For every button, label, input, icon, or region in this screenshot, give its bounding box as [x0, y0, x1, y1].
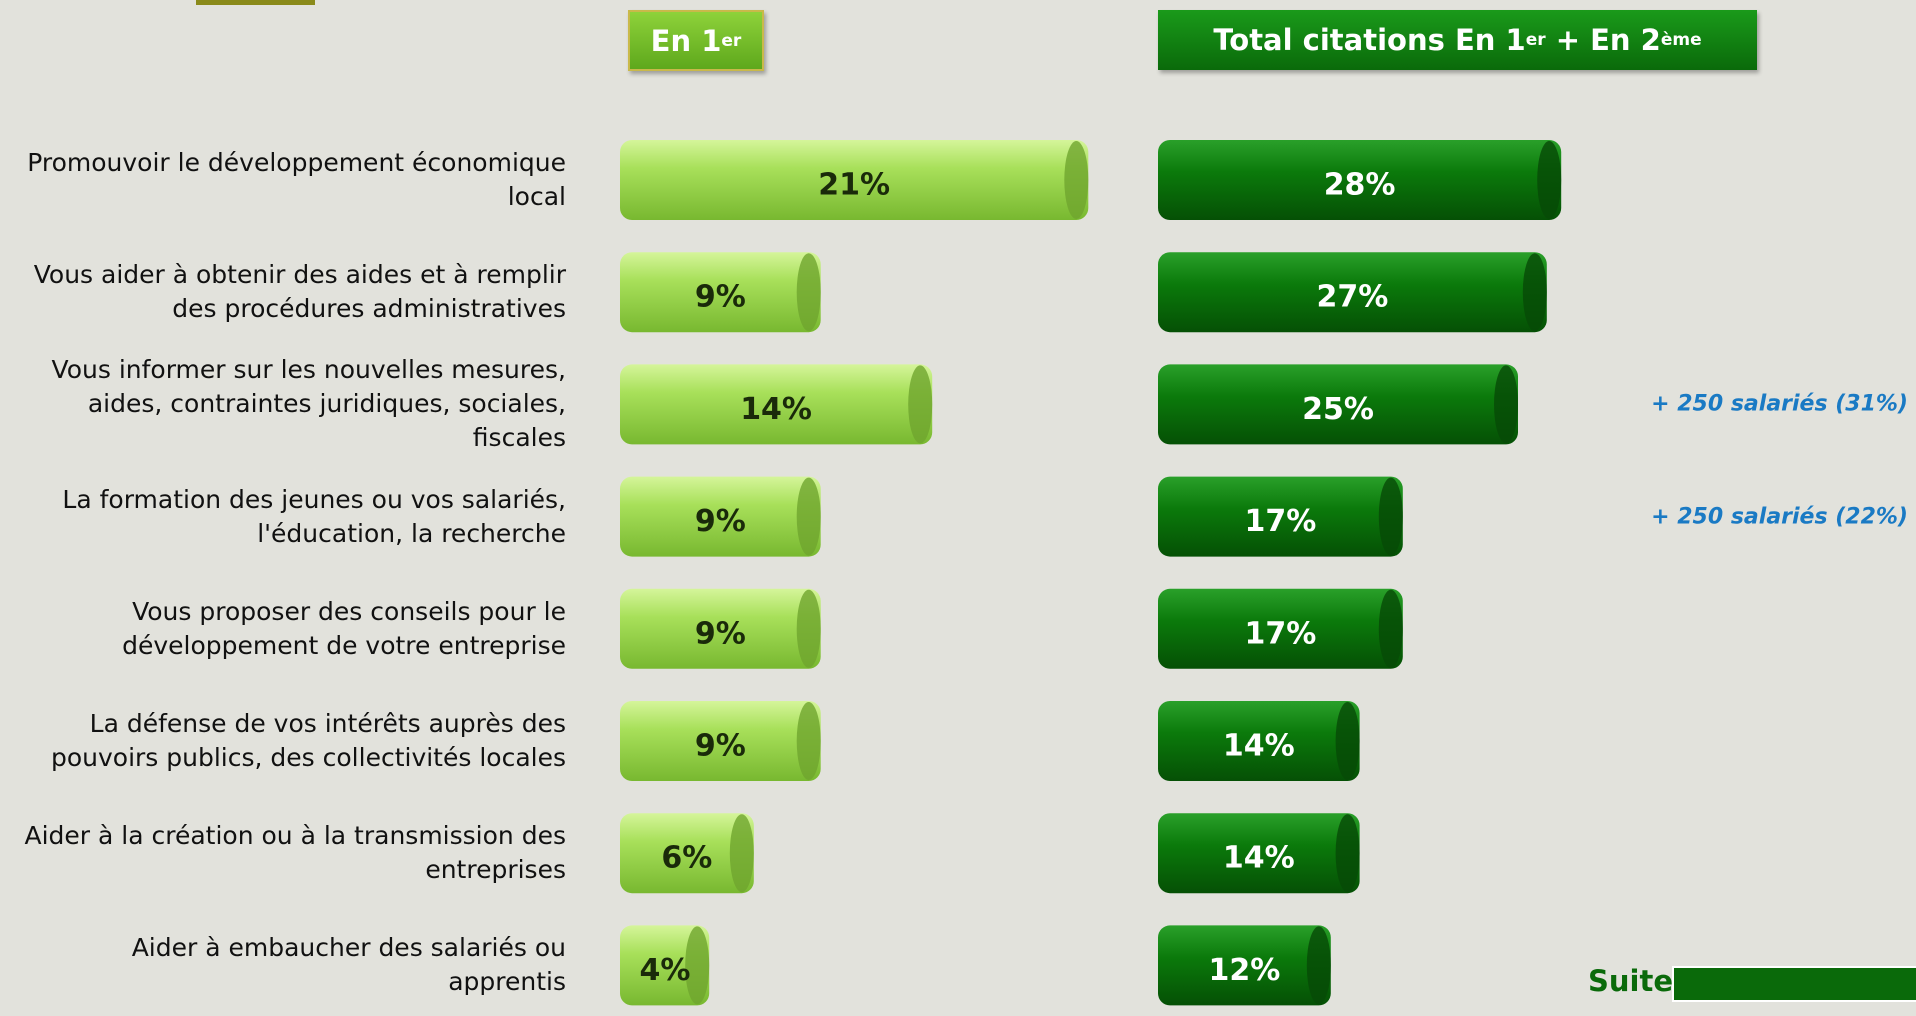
category-label: La formation des jeunes ou vos salariés,…: [62, 484, 566, 548]
chart-header: Total citations En 1 er + En 2 ème: [1158, 10, 1757, 70]
bar-cap: [1335, 702, 1360, 780]
header-text: En 1: [650, 23, 722, 58]
value-label: 21%: [818, 168, 890, 203]
value-label: 9%: [695, 729, 746, 764]
header-text: er: [721, 30, 742, 51]
annotation: + 250 salariés (22%): [1651, 504, 1908, 530]
value-label: 14%: [1223, 841, 1295, 876]
category-label: Aider à la création ou à la transmission…: [24, 821, 566, 885]
bar: [1158, 364, 1518, 445]
value-label: 17%: [1244, 616, 1316, 651]
bar-cap: [796, 477, 821, 556]
suite-label[interactable]: Suite: [1588, 964, 1674, 998]
value-label: 17%: [1244, 504, 1316, 539]
bar: [620, 476, 821, 557]
bar-cap: [1378, 589, 1403, 668]
value-label: 12%: [1208, 953, 1280, 988]
bar: [620, 140, 1089, 220]
bar: [1158, 476, 1403, 557]
value-label: 4%: [640, 953, 691, 988]
value-label: 14%: [740, 392, 812, 427]
value-label: 14%: [1223, 729, 1295, 764]
category-label: Aider à embaucher des salariés ou appren…: [131, 933, 566, 997]
header-text: + En 2: [1545, 23, 1661, 57]
bar-cap: [796, 589, 821, 668]
category-label: Vous aider à obtenir des aides et à remp…: [33, 260, 566, 324]
header-text: Total citations En 1: [1213, 23, 1526, 57]
top-rule: [196, 0, 315, 5]
value-label: 9%: [695, 280, 746, 315]
bar: [1158, 588, 1403, 669]
bar-cap: [1537, 141, 1562, 219]
bar: [620, 588, 821, 669]
category-label: Promouvoir le développement économique l…: [27, 148, 566, 211]
bar: [1158, 140, 1562, 220]
bar: [1158, 252, 1547, 333]
bar-cap: [1306, 926, 1331, 1005]
bar-cap: [729, 814, 754, 893]
annotation: + 250 salariés (31%): [1651, 391, 1908, 417]
bar: [1158, 925, 1331, 1006]
chart-header: En 1 er: [628, 10, 764, 71]
category-label: La défense de vos intérêts auprès des po…: [50, 709, 566, 772]
bar: [620, 252, 821, 333]
value-label: 25%: [1302, 392, 1374, 427]
header-text: er: [1525, 30, 1546, 50]
bar-cap: [1378, 477, 1403, 556]
bar: [620, 701, 821, 781]
value-label: 27%: [1316, 280, 1388, 315]
bar-cap: [908, 365, 933, 444]
bar: [620, 364, 933, 445]
bar: [1158, 813, 1360, 894]
bar: [1158, 701, 1360, 781]
bar-cap: [1522, 253, 1547, 332]
value-label: 9%: [695, 504, 746, 539]
value-label: 6%: [661, 841, 712, 876]
header-text: ème: [1660, 30, 1702, 50]
bar-cap: [1064, 141, 1089, 219]
bar-cap: [796, 253, 821, 332]
value-label: 9%: [695, 616, 746, 651]
bar: [620, 813, 754, 894]
value-label: 28%: [1324, 168, 1396, 203]
bar-cap: [1494, 365, 1518, 444]
suite-button[interactable]: [1672, 966, 1916, 1002]
category-label: Vous proposer des conseils pour le dével…: [122, 596, 566, 660]
bar-cap: [685, 926, 710, 1005]
category-label: Vous informer sur les nouvelles mesures,…: [51, 355, 566, 453]
bar-cap: [796, 702, 821, 780]
bar-cap: [1335, 814, 1360, 893]
